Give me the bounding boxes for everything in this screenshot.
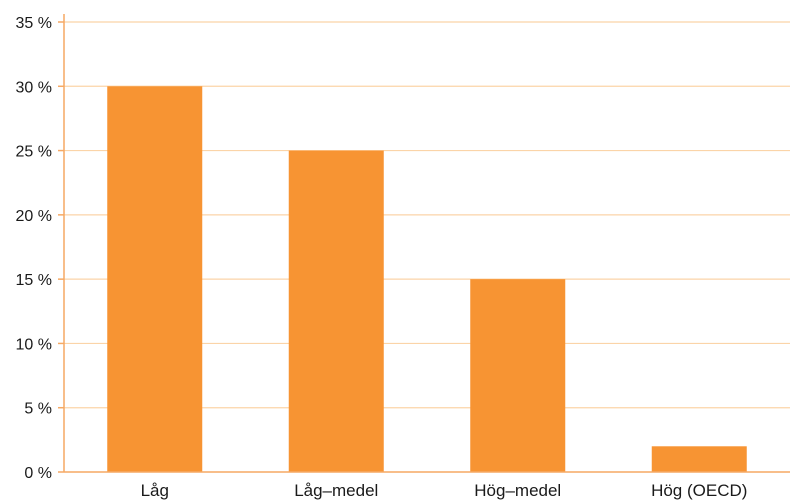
x-category-label: Låg–medel xyxy=(294,481,378,500)
bar xyxy=(107,86,203,473)
bar xyxy=(470,279,566,472)
x-axis-category-labels: Låg Låg–medel Hög–medel Hög (OECD) xyxy=(141,481,748,500)
axes xyxy=(58,14,790,473)
bar xyxy=(288,150,384,473)
bars xyxy=(107,86,747,473)
y-tick-label: 5 % xyxy=(24,401,52,418)
y-tick-label: 15 % xyxy=(16,272,52,289)
y-tick-label: 0 % xyxy=(24,465,52,482)
x-category-label: Hög (OECD) xyxy=(651,481,747,500)
y-tick-label: 25 % xyxy=(16,144,52,161)
y-tick-label: 30 % xyxy=(16,79,52,96)
x-category-label: Hög–medel xyxy=(474,481,561,500)
y-tick-label: 10 % xyxy=(16,336,52,353)
y-tick-label: 35 % xyxy=(16,15,52,32)
y-tick-label: 20 % xyxy=(16,208,52,225)
bar xyxy=(651,446,747,472)
x-category-label: Låg xyxy=(141,481,169,500)
y-axis-tick-labels: 0 % 5 % 10 % 15 % 20 % 25 % 30 % 35 % xyxy=(16,15,52,482)
